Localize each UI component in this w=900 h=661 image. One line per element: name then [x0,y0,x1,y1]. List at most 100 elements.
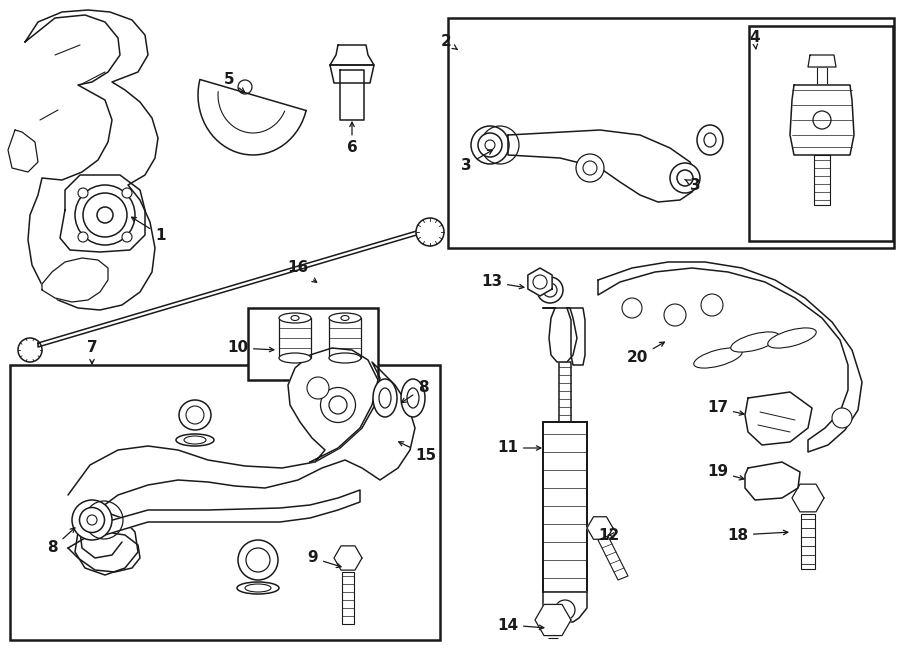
Polygon shape [587,517,613,539]
Circle shape [416,218,444,246]
Polygon shape [543,308,577,362]
Ellipse shape [664,304,686,326]
Ellipse shape [485,140,495,150]
Ellipse shape [478,133,502,157]
Ellipse shape [537,277,563,303]
Ellipse shape [373,379,397,417]
Polygon shape [25,10,158,310]
Polygon shape [38,230,420,347]
Polygon shape [95,490,360,538]
Text: 5: 5 [223,73,245,93]
Bar [814,155,830,205]
Ellipse shape [245,584,271,592]
Bar [801,514,815,569]
Text: 3: 3 [462,150,492,173]
Text: 15: 15 [399,442,436,463]
Text: 6: 6 [346,122,357,155]
Polygon shape [528,268,552,296]
Polygon shape [340,70,364,120]
Ellipse shape [401,379,425,417]
Polygon shape [42,258,108,302]
Text: 9: 9 [308,551,341,568]
Polygon shape [8,130,38,172]
Ellipse shape [238,540,278,580]
Ellipse shape [79,508,104,533]
Circle shape [18,338,42,362]
Text: 20: 20 [626,342,664,366]
Ellipse shape [307,377,329,399]
Ellipse shape [279,313,311,323]
Ellipse shape [291,315,299,321]
Ellipse shape [704,133,716,147]
Circle shape [622,298,642,318]
Polygon shape [288,348,378,462]
Circle shape [97,207,113,223]
Text: 10: 10 [227,340,274,356]
Polygon shape [808,55,836,67]
Ellipse shape [670,163,700,193]
Ellipse shape [246,548,270,572]
Ellipse shape [583,161,597,175]
Ellipse shape [329,313,361,323]
Bar [329,318,361,358]
Ellipse shape [813,111,831,129]
Text: 13: 13 [481,274,524,290]
Ellipse shape [379,388,391,408]
Ellipse shape [184,436,206,444]
Ellipse shape [576,154,604,182]
Ellipse shape [694,348,742,368]
Bar [342,572,354,624]
Ellipse shape [768,328,816,348]
Bar [248,308,378,380]
Polygon shape [198,79,306,155]
Text: 19: 19 [706,465,744,480]
Text: 16: 16 [287,260,317,282]
Bar [10,365,440,640]
Polygon shape [745,462,800,500]
Polygon shape [535,604,571,636]
Circle shape [78,188,88,198]
Text: 8: 8 [48,527,75,555]
Bar [279,318,311,358]
Ellipse shape [701,294,723,316]
Polygon shape [334,546,362,570]
Text: 4: 4 [750,30,760,49]
Text: 17: 17 [706,401,744,416]
Polygon shape [508,130,698,202]
Ellipse shape [329,396,347,414]
Ellipse shape [555,600,575,620]
Circle shape [832,408,852,428]
Ellipse shape [407,388,419,408]
Ellipse shape [279,353,311,363]
Polygon shape [598,262,862,452]
Ellipse shape [543,283,557,297]
Bar [817,67,827,85]
Bar [448,18,894,248]
Polygon shape [68,532,140,572]
Polygon shape [598,536,628,580]
Ellipse shape [731,332,779,352]
Polygon shape [330,45,374,65]
Text: 8: 8 [401,381,428,403]
Ellipse shape [87,515,97,525]
Polygon shape [745,392,812,445]
Bar [559,362,571,422]
Ellipse shape [341,315,349,321]
Text: 2: 2 [441,34,457,50]
Ellipse shape [471,126,509,164]
Bar [543,422,587,592]
Circle shape [533,275,547,289]
Circle shape [122,188,132,198]
Ellipse shape [677,170,693,186]
Polygon shape [330,65,374,83]
Ellipse shape [186,406,204,424]
Text: 3: 3 [685,178,700,192]
Bar [749,26,893,241]
Polygon shape [790,85,854,155]
Ellipse shape [697,125,723,155]
Ellipse shape [329,353,361,363]
Ellipse shape [176,434,214,446]
Text: 14: 14 [497,617,544,633]
Ellipse shape [179,400,211,430]
Polygon shape [543,592,587,622]
